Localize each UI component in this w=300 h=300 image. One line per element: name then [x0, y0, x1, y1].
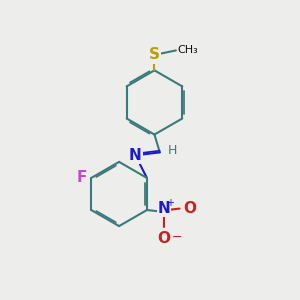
Text: S: S — [149, 47, 160, 62]
Text: O: O — [158, 231, 171, 246]
Text: N: N — [129, 148, 142, 163]
Text: −: − — [171, 230, 182, 244]
Text: +: + — [166, 198, 174, 208]
Text: CH₃: CH₃ — [177, 45, 198, 56]
Text: O: O — [184, 201, 197, 216]
Text: N: N — [158, 201, 170, 216]
Text: F: F — [76, 170, 87, 185]
Text: H: H — [168, 143, 178, 157]
